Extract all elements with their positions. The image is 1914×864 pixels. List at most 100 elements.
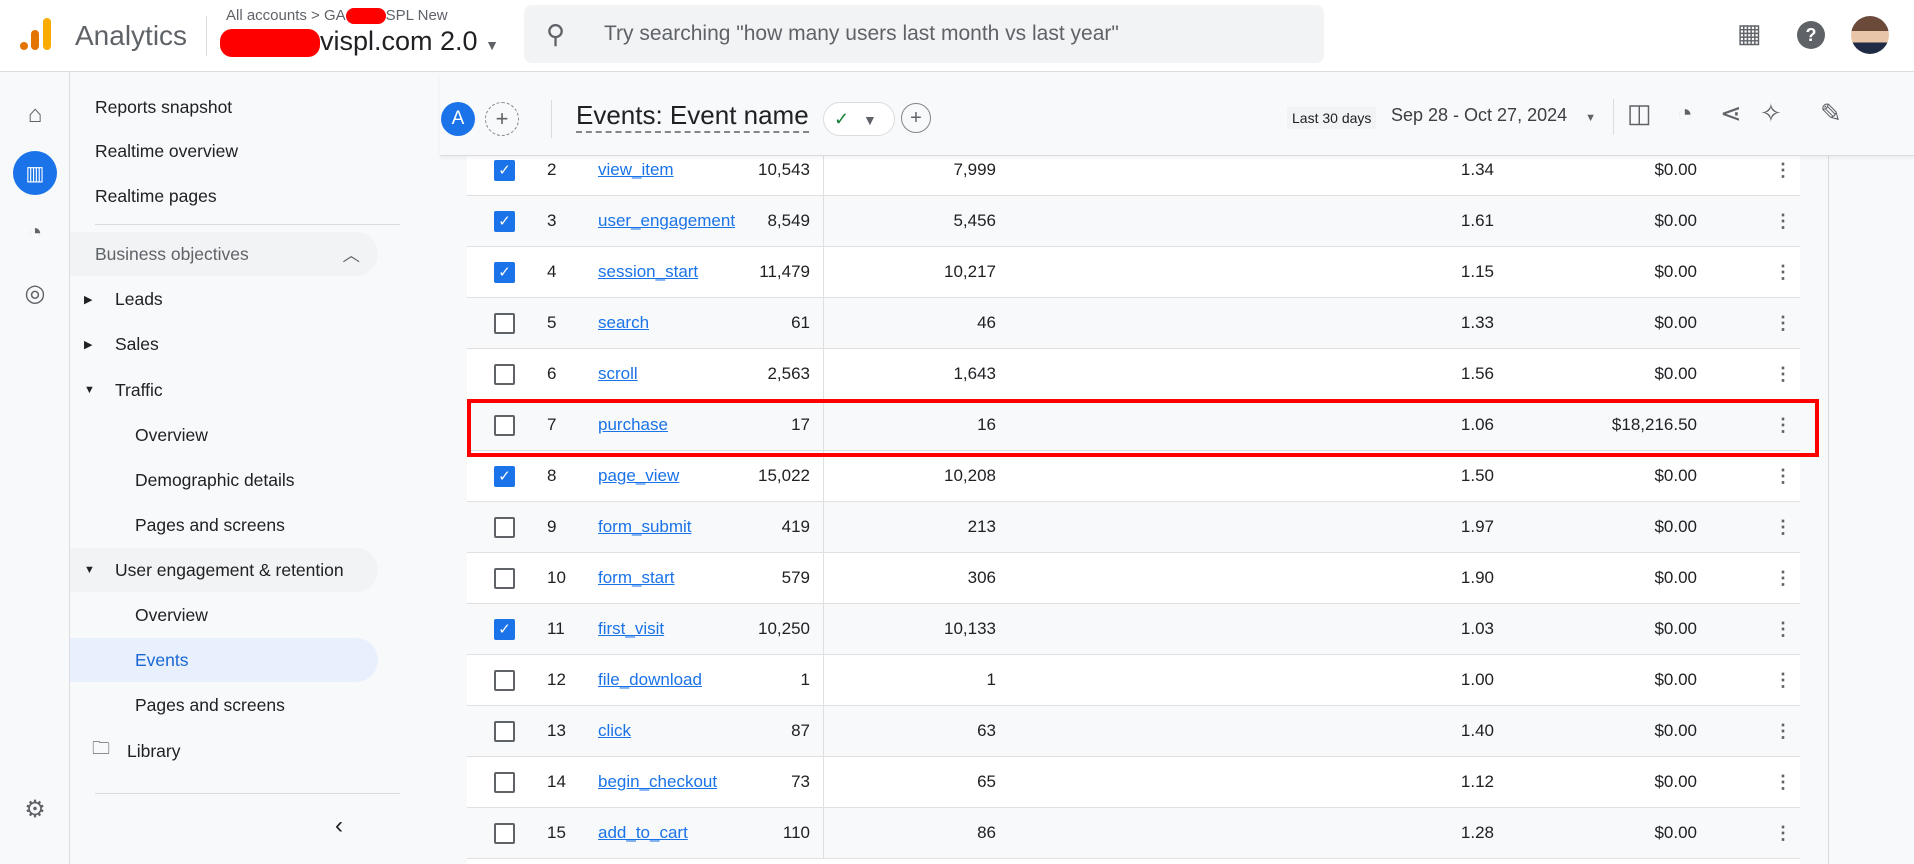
row-checkbox[interactable] [494,312,515,334]
row-number: 11 [547,619,565,638]
event-name-link[interactable]: view_item [598,160,674,179]
row-checkbox[interactable] [494,516,515,538]
more-options-icon[interactable]: ⋮ [1774,822,1792,843]
row-number: 2 [547,160,557,179]
nav-realtime-overview[interactable]: Realtime overview [95,140,238,161]
collapse-nav-chevron-icon[interactable]: ‹ [335,812,343,839]
nav-demographic-details[interactable]: Demographic details [135,469,295,490]
nav-events[interactable]: Events [70,638,378,682]
events-per-user: 1.56 [1460,364,1494,383]
event-name-link[interactable]: purchase [598,415,668,434]
more-options-icon[interactable]: ⋮ [1774,567,1792,588]
insights-sparkle-icon[interactable]: ✧ [1760,98,1782,128]
row-checkbox[interactable]: ✓ [494,465,515,487]
advertising-icon[interactable]: ◎ [24,279,46,307]
apps-grid-icon[interactable]: ▦ [1737,18,1762,48]
more-options-icon[interactable]: ⋮ [1774,516,1792,537]
add-filter-icon[interactable]: + [901,103,931,133]
nav-user-engagement[interactable]: ▼ User engagement & retention [70,548,378,592]
event-name-link[interactable]: search [598,313,650,332]
report-main: A + Events: Event name ✓ ▼ + Last 30 day… [440,72,1914,864]
comparison-avatar[interactable]: A [441,102,475,136]
more-options-icon[interactable]: ⋮ [1774,312,1792,333]
event-name-link[interactable]: begin_checkout [598,772,718,791]
total-revenue: $18,216.50 [1611,415,1697,434]
event-name-link[interactable]: page_view [598,466,680,485]
search-input[interactable]: Try searching "how many users last month… [604,22,1119,45]
nav-leads[interactable]: ▶ Leads [70,277,378,321]
event-name-link[interactable]: file_download [598,670,702,689]
event-name-link[interactable]: click [598,721,632,740]
row-checkbox[interactable] [494,414,515,436]
more-options-icon[interactable]: ⋮ [1774,465,1792,486]
event-name-link[interactable]: scroll [598,364,638,383]
nav-library[interactable]: 🗀 Library [70,729,378,773]
row-checkbox[interactable] [494,669,515,691]
help-icon[interactable]: ? [1797,21,1825,49]
search-bar[interactable]: ⚲ Try searching "how many users last mon… [524,5,1324,63]
user-avatar[interactable] [1851,16,1889,54]
row-checkbox[interactable] [494,567,515,589]
nav-sales[interactable]: ▶ Sales [70,322,378,366]
label: Library [127,740,181,761]
more-options-icon[interactable]: ⋮ [1774,261,1792,282]
reports-icon[interactable]: ▥ [13,151,57,195]
row-checkbox[interactable] [494,720,515,742]
nav-reports-snapshot[interactable]: Reports snapshot [95,96,233,117]
row-checkbox[interactable] [494,363,515,385]
nav-traffic-overview[interactable]: Overview [135,424,208,445]
explore-icon[interactable]: ◔ [27,219,43,246]
more-options-icon[interactable]: ⋮ [1774,618,1792,639]
nav-realtime-pages[interactable]: Realtime pages [95,185,217,206]
nav-traffic-pages-screens[interactable]: Pages and screens [135,514,285,535]
row-checkbox[interactable] [494,771,515,793]
add-comparison-icon[interactable]: + [485,102,519,136]
nav-section-business-objectives[interactable]: Business objectives ︿ [70,232,378,276]
more-options-icon[interactable]: ⋮ [1774,771,1792,792]
events-per-user: 1.28 [1460,823,1494,842]
share-icon[interactable]: ⋖ [1720,98,1742,128]
date-range-picker[interactable]: Sep 28 - Oct 27, 2024 ▼ [1391,105,1596,126]
breadcrumb[interactable]: All accounts > GA SPL New [226,7,448,25]
table-row: 6 scroll 2,563 1,643 1.56 $0.00 ⋮ [467,349,1800,400]
customize-report-icon[interactable]: ◫ [1627,98,1652,128]
breadcrumb-account[interactable]: SPL New [385,7,448,24]
total-users: 213 [967,517,996,536]
home-icon[interactable]: ⌂ [27,101,43,128]
row-number: 4 [547,262,557,281]
event-name-link[interactable]: first_visit [598,619,665,638]
event-name-link[interactable]: form_submit [598,517,692,536]
event-name-link[interactable]: add_to_cart [598,823,688,842]
row-checkbox[interactable]: ✓ [494,210,515,232]
more-options-icon[interactable]: ⋮ [1774,414,1792,435]
row-checkbox[interactable]: ✓ [494,159,515,181]
total-revenue: $0.00 [1654,364,1697,383]
more-options-icon[interactable]: ⋮ [1774,210,1792,231]
insights-chart-icon[interactable]: ◔ [1677,98,1693,128]
chevron-up-icon: ︿ [342,244,361,265]
settings-gear-icon[interactable]: ⚙ [24,795,46,823]
more-options-icon[interactable]: ⋮ [1774,720,1792,741]
row-checkbox[interactable]: ✓ [494,618,515,640]
row-checkbox[interactable]: ✓ [494,261,515,283]
event-count: 419 [781,517,810,536]
more-options-icon[interactable]: ⋮ [1774,363,1792,384]
event-count: 17 [791,415,810,434]
row-checkbox[interactable] [494,822,515,844]
nav-traffic[interactable]: ▼ Traffic [70,368,378,412]
event-name-link[interactable]: form_start [598,568,675,587]
event-name-link[interactable]: session_start [598,262,699,281]
total-revenue: $0.00 [1654,517,1697,536]
edit-pencil-icon[interactable]: ✎ [1820,98,1842,128]
events-per-user: 1.97 [1460,517,1494,536]
nav-engagement-overview[interactable]: Overview [135,604,208,625]
report-status-dropdown[interactable]: ✓ ▼ [823,102,895,136]
table-row: 13 click 87 63 1.40 $0.00 ⋮ [467,706,1800,757]
property-selector[interactable]: vispl.com 2.0 ▼ [220,26,499,57]
nav-engagement-pages-screens[interactable]: Pages and screens [135,694,285,715]
total-revenue: $0.00 [1654,619,1697,638]
more-options-icon[interactable]: ⋮ [1774,159,1792,180]
breadcrumb-accounts[interactable]: All accounts > GA [226,7,346,24]
more-options-icon[interactable]: ⋮ [1774,669,1792,690]
event-name-link[interactable]: user_engagement [598,211,736,230]
